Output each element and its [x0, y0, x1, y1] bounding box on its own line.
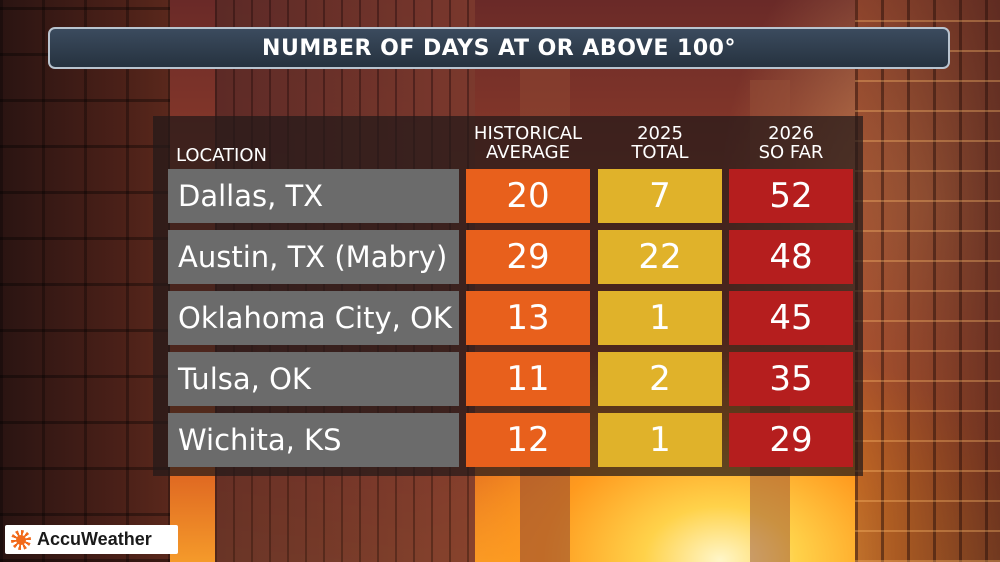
location-cell: Oklahoma City, OK: [168, 291, 459, 345]
location-cell: Dallas, TX: [168, 169, 459, 223]
logo-text: AccuWeather: [37, 529, 152, 549]
header-2025-line1: 2025: [637, 123, 683, 144]
2025-total-cell: 1: [598, 291, 722, 345]
2026-so-far-cell: 45: [729, 291, 853, 345]
background-building-right: [855, 0, 1000, 562]
accuweather-logo: AccuWeather: [5, 525, 178, 554]
historical-average-cell: 11: [466, 352, 590, 406]
2026-so-far-cell: 35: [729, 352, 853, 406]
location-cell: Wichita, KS: [168, 413, 459, 467]
2025-total-cell: 22: [598, 230, 722, 284]
historical-average-cell: 13: [466, 291, 590, 345]
2026-so-far-cell: 29: [729, 413, 853, 467]
2026-so-far-cell: 48: [729, 230, 853, 284]
background-building-left: [0, 0, 170, 562]
sun-icon: [11, 529, 31, 550]
2025-total-cell: 1: [598, 413, 722, 467]
header-2026-line2: SO FAR: [758, 142, 824, 163]
historical-average-cell: 12: [466, 413, 590, 467]
header-historical-average: HISTORICAL AVERAGE: [466, 124, 590, 162]
historical-average-cell: 20: [466, 169, 590, 223]
header-2026-so-far: 2026 SO FAR: [729, 124, 853, 162]
location-cell: Tulsa, OK: [168, 352, 459, 406]
header-2025-total: 2025 TOTAL: [598, 124, 722, 162]
header-location: LOCATION: [176, 145, 267, 166]
chart-title: NUMBER OF DAYS AT OR ABOVE 100°: [48, 27, 950, 69]
header-historical-line2: AVERAGE: [486, 142, 570, 163]
header-2025-line2: TOTAL: [631, 142, 689, 163]
historical-average-cell: 29: [466, 230, 590, 284]
2025-total-cell: 2: [598, 352, 722, 406]
location-cell: Austin, TX (Mabry): [168, 230, 459, 284]
2026-so-far-cell: 52: [729, 169, 853, 223]
2025-total-cell: 7: [598, 169, 722, 223]
header-2026-line1: 2026: [768, 123, 814, 144]
header-historical-line1: HISTORICAL: [473, 123, 583, 144]
